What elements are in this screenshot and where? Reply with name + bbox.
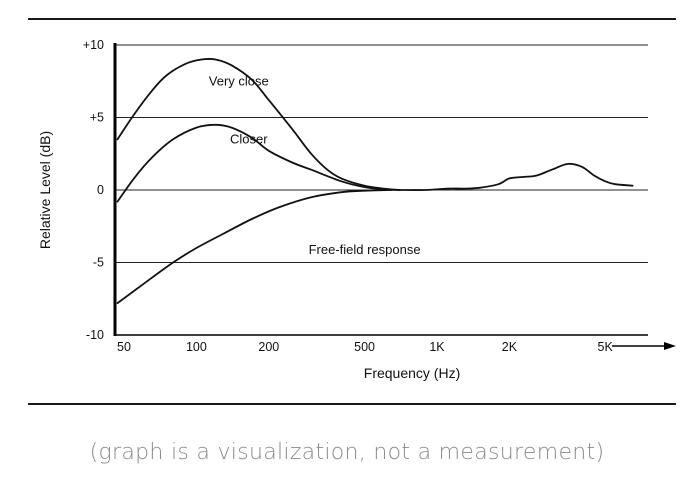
frequency-response-chart: +10 +5 0 -5 -10 50 100 200 500 1K 2K 5K Very close… <box>37 38 676 381</box>
x-tick-label: 5K <box>598 340 614 354</box>
series-line-combined-above-700-hz <box>398 162 634 191</box>
x-axis-arrow-head <box>664 342 676 350</box>
top-rule <box>28 18 676 20</box>
chart-caption: (graph is a visualization, not a measure… <box>89 440 605 465</box>
y-tick-label: 0 <box>97 183 104 197</box>
y-axis-title: Relative Level (dB) <box>37 131 53 249</box>
axes <box>113 43 676 350</box>
y-tick-label: +10 <box>83 38 104 52</box>
curve-label: Closer <box>230 132 268 147</box>
curve-labels: Very close Closer Free-field response <box>209 74 421 257</box>
x-tick-label: 2K <box>502 340 518 354</box>
y-tick-label: -10 <box>86 328 104 342</box>
x-tick-label: 50 <box>117 340 131 354</box>
x-axis-title: Frequency (Hz) <box>364 365 460 381</box>
y-tick-label: +5 <box>90 111 104 125</box>
grid-lines <box>115 44 648 263</box>
curve-label: Very close <box>209 74 269 89</box>
x-tick-label: 500 <box>354 340 375 354</box>
series-line-very-close <box>116 57 401 191</box>
series-line-closer <box>116 123 401 203</box>
series-line-free-field-response <box>116 189 393 304</box>
x-tick-label: 200 <box>258 340 279 354</box>
curve-label: Free-field response <box>309 242 421 257</box>
y-tick-label: -5 <box>93 256 104 270</box>
y-tick-labels: +10 +5 0 -5 -10 <box>83 38 104 342</box>
x-tick-labels: 50 100 200 500 1K 2K 5K <box>117 340 613 354</box>
x-tick-label: 1K <box>429 340 445 354</box>
bottom-rule <box>28 403 676 405</box>
series-lines <box>116 57 634 304</box>
x-tick-label: 100 <box>186 340 207 354</box>
